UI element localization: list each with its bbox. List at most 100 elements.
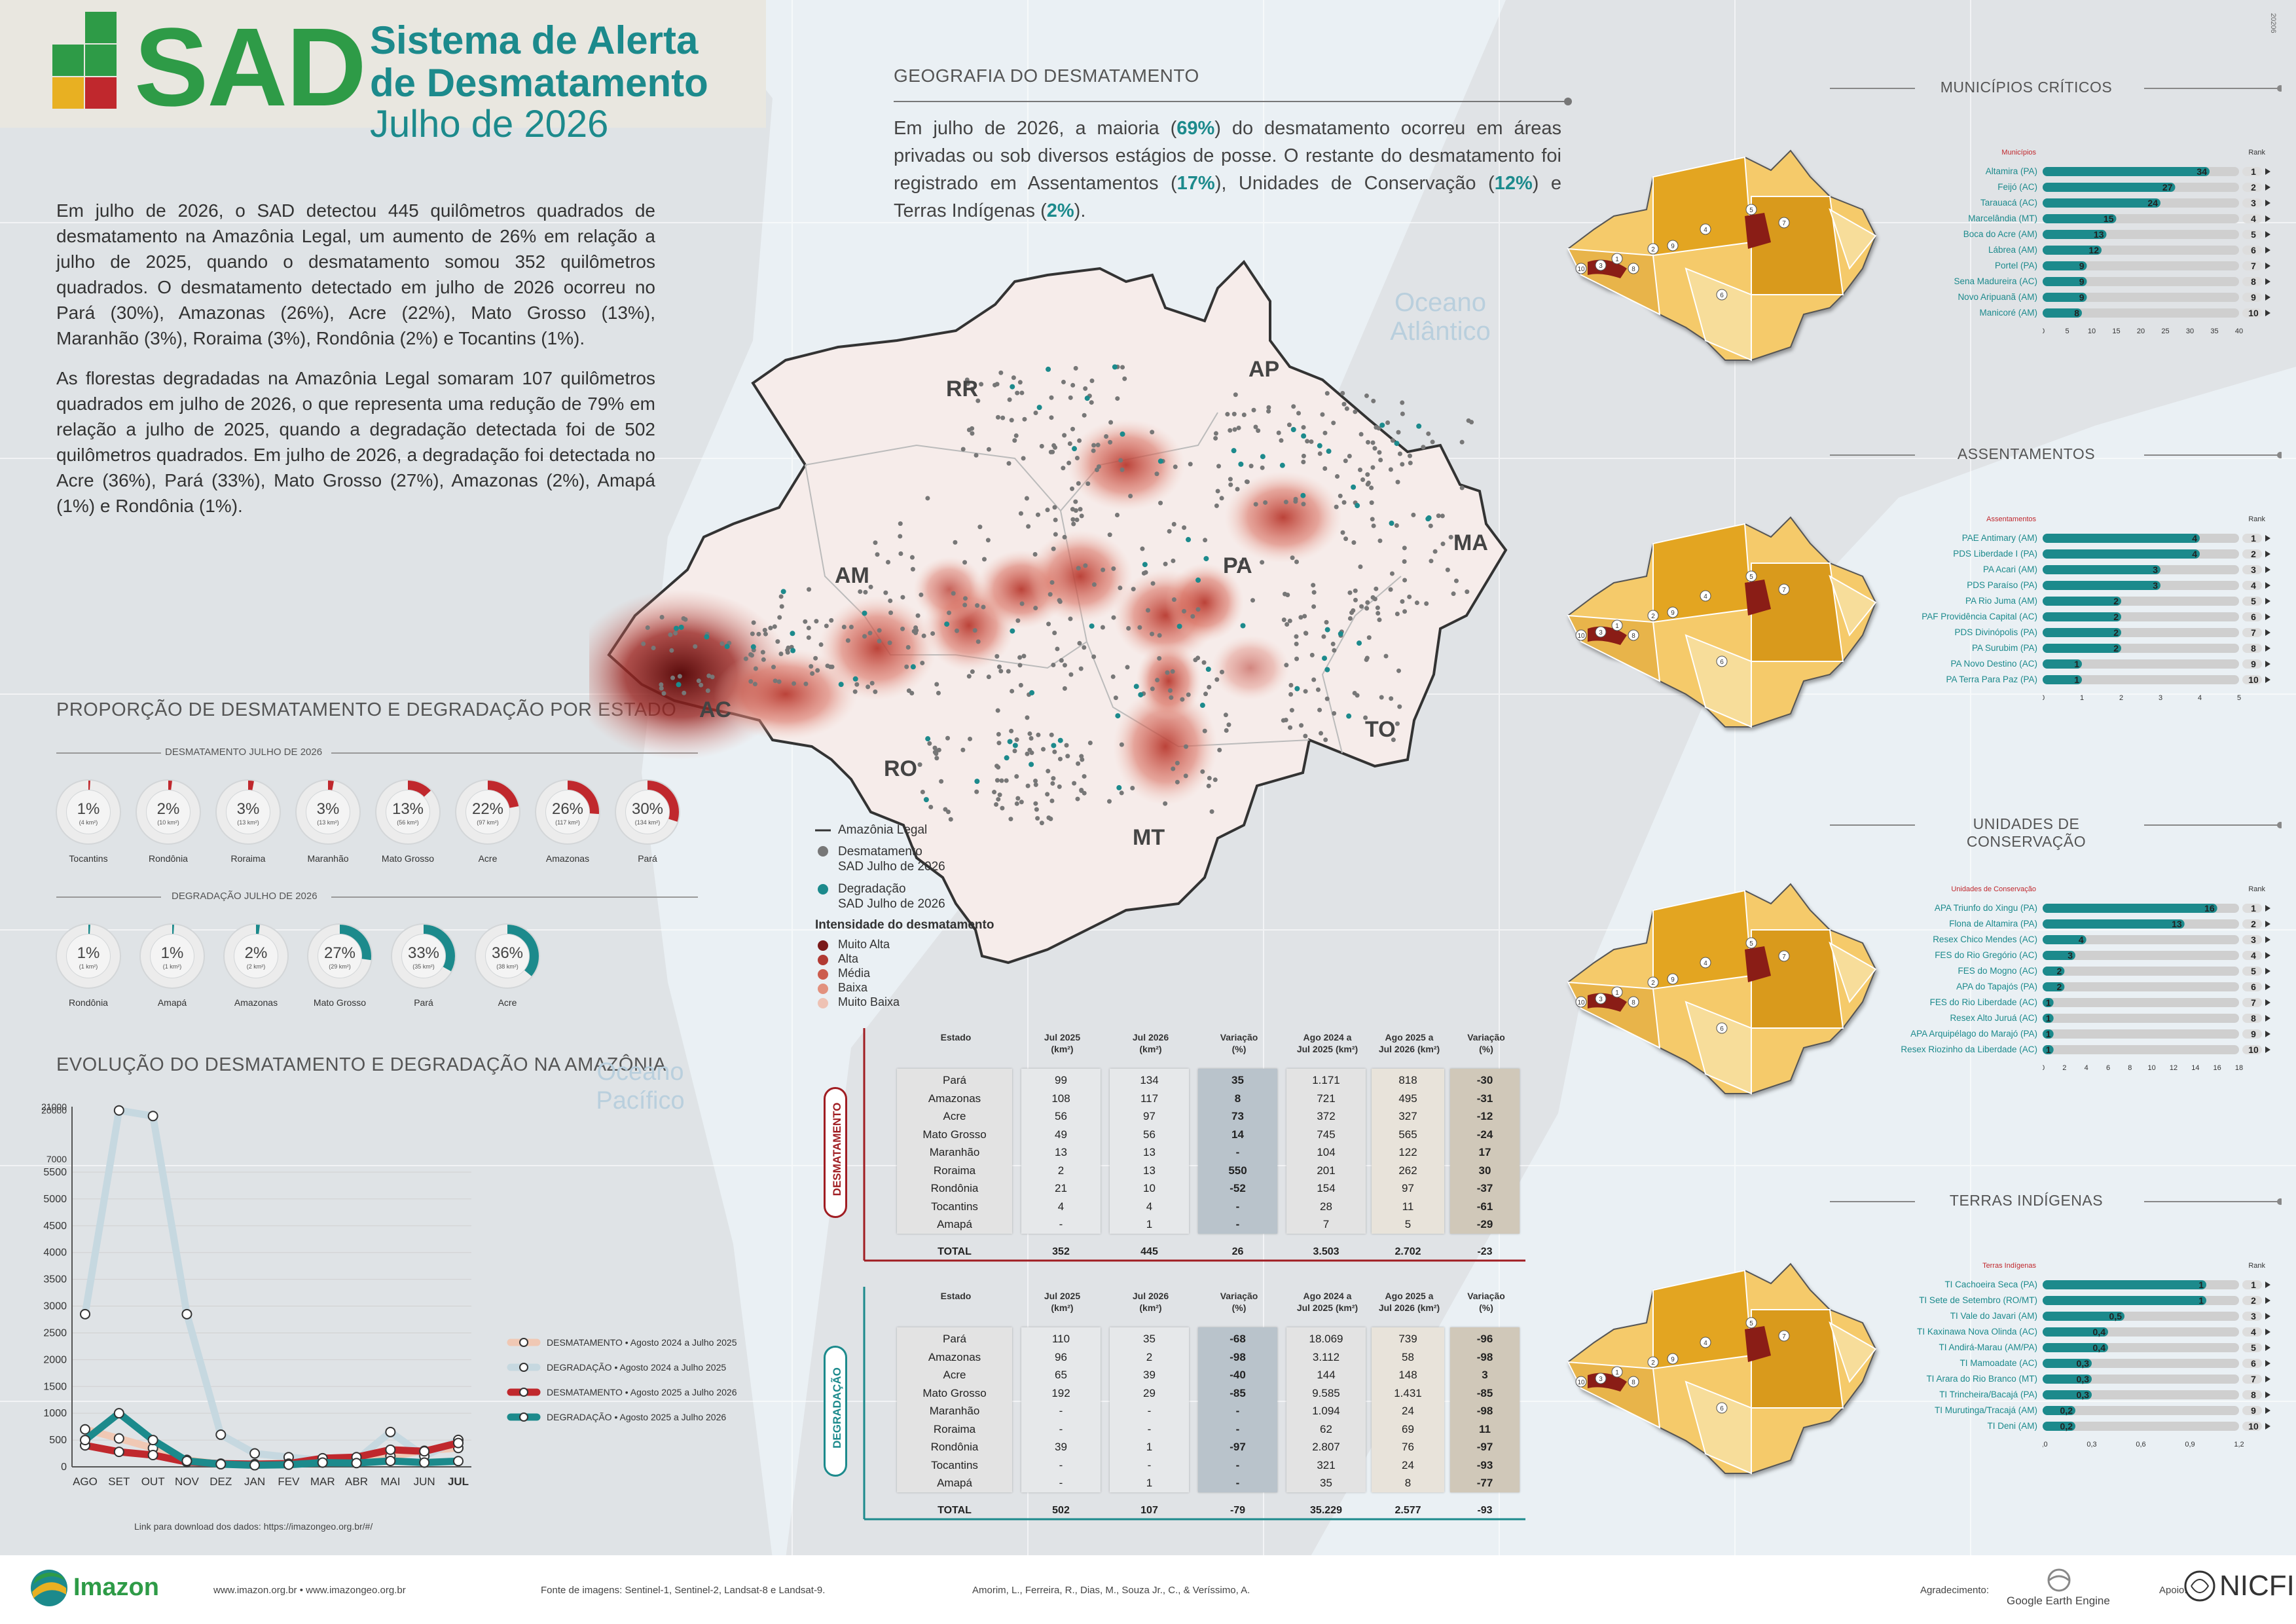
series-point	[385, 1456, 396, 1466]
desm-alert-dot	[1428, 523, 1433, 528]
desm-alert-dot	[1029, 735, 1034, 741]
desm-alert-dot	[1343, 536, 1349, 542]
panel-rank-header: Rank	[2248, 515, 2265, 523]
bar-value	[2043, 982, 2065, 991]
legend-deg-2: SAD Julho de 2026	[838, 897, 945, 911]
state-donut: 1% (4 km²) Tocantins	[52, 776, 124, 874]
desm-alert-dot	[1231, 411, 1237, 416]
desm-alert-dot	[1183, 773, 1188, 779]
bar-value	[2043, 565, 2160, 574]
download-link[interactable]: Link para download dos dados: https://im…	[134, 1521, 373, 1532]
bar-x-tick: 16	[2214, 1064, 2221, 1072]
desm-alert-dot	[1364, 655, 1370, 661]
desm-alert-dot	[1359, 604, 1364, 609]
table-total-cell: 26	[1231, 1246, 1244, 1257]
desm-alert-dot	[1448, 534, 1453, 540]
rank-arrow-icon	[2265, 310, 2270, 316]
desm-alert-dot	[1200, 769, 1205, 774]
x-tick-label: NOV	[175, 1475, 200, 1488]
rank-number: 8	[2251, 276, 2256, 287]
desm-alert-dot	[995, 415, 1000, 420]
desm-alert-dot	[776, 679, 782, 684]
bar-x-tick: 4	[2085, 1064, 2088, 1072]
map-rank-number: 5	[1749, 207, 1753, 214]
table-total-cell: TOTAL	[938, 1504, 972, 1516]
desm-alert-dot	[1340, 391, 1345, 396]
table-cell: -31	[1476, 1092, 1493, 1105]
desm-alert-dot	[1079, 754, 1084, 759]
desm-alert-dot	[1294, 656, 1300, 661]
rank-pill	[2242, 1296, 2262, 1305]
bar-value-label: 0,2	[2060, 1405, 2073, 1416]
footer-sites[interactable]: www.imazon.org.br • www.imazongeo.org.br	[213, 1585, 406, 1596]
desm-alert-dot	[1379, 695, 1384, 700]
map-rank-marker	[1611, 619, 1623, 631]
deg-alert-dot	[1357, 640, 1362, 646]
rank-number: 7	[2251, 997, 2256, 1008]
bar-category-label: PDS Divinópolis (PA)	[1954, 627, 2037, 637]
desm-alert-dot	[670, 675, 676, 680]
desm-alert-dot	[1213, 431, 1218, 436]
donut-center	[466, 790, 509, 834]
desm-alert-dot	[763, 631, 768, 637]
rank-number: 6	[2251, 245, 2256, 255]
rank-pill	[2242, 167, 2262, 176]
bar-value-label: 9	[2079, 292, 2085, 303]
desm-alert-dot	[1402, 545, 1407, 551]
table-header-line2: (%)	[1231, 1044, 1247, 1054]
deg-alert-dot	[852, 676, 858, 682]
bar-category-label: TI Arara do Rio Branco (MT)	[1926, 1374, 2037, 1384]
amazon-map: RR AP AM PA MA AC RO MT TO	[589, 259, 1508, 965]
desm-alert-dot	[975, 639, 981, 644]
bar-value-label: 9	[2079, 261, 2085, 271]
desm-alert-dot	[1323, 737, 1328, 743]
rank-number: 4	[2251, 213, 2256, 224]
desm-alert-dot	[779, 604, 784, 609]
bar-value-label: 1	[2046, 1013, 2051, 1024]
bar-category-label: Resex Chico Mendes (AC)	[1933, 934, 2037, 944]
bar-x-tick: 6	[2106, 1064, 2110, 1072]
table-cell: -98	[1476, 1405, 1493, 1417]
bar-category-label: APA Arquipélago do Marajó (PA)	[1910, 1029, 2037, 1039]
bar-category-label: APA do Tapajós (PA)	[1956, 982, 2037, 991]
desm-alert-dot	[1019, 390, 1025, 396]
footer-nicfi: NICFI	[2219, 1570, 2295, 1602]
deg-alert-dot	[1046, 366, 1051, 372]
bar-track	[2043, 659, 2239, 669]
map-rank-number: 3	[1599, 1376, 1603, 1383]
donut-chart: 36%(38 km²)	[475, 923, 540, 989]
mini-map: 1 2 3 4 5 6 7 8 9 10	[1567, 883, 1877, 1095]
table-header-line1: Ago 2024 a	[1303, 1032, 1352, 1043]
desm-alert-dot	[773, 678, 778, 684]
table-cell: 29	[1143, 1386, 1156, 1399]
table-cell: 10	[1143, 1182, 1156, 1194]
desm-alert-dot	[1301, 425, 1306, 430]
desm-alert-dot	[862, 634, 867, 639]
desm-alert-dot	[1372, 446, 1377, 451]
desm-alert-dot	[705, 688, 710, 693]
table-cell: 69	[1402, 1422, 1414, 1435]
bar-value-label: 2	[2113, 627, 2119, 638]
desm-alert-dot	[1340, 530, 1345, 535]
desm-alert-dot	[1402, 559, 1407, 564]
bar-value-label: 27	[2162, 182, 2173, 193]
desm-alert-dot	[1046, 621, 1051, 627]
bar-category-label: Flona de Altamira (PA)	[1949, 919, 2037, 929]
desm-alert-dot	[1396, 668, 1402, 673]
series-line	[81, 1107, 462, 1464]
rank-arrow-icon	[2265, 582, 2270, 589]
desm-alert-dot	[997, 792, 1002, 798]
desm-alert-dot	[1226, 722, 1231, 728]
desm-alert-dot	[1029, 750, 1034, 756]
rank-number: 10	[2248, 1044, 2259, 1055]
desm-alert-dot	[682, 690, 687, 695]
rank-arrow-icon	[2265, 200, 2270, 206]
desm-alert-dot	[972, 628, 977, 633]
desm-alert-dot	[1366, 635, 1372, 640]
table-cell: -	[1235, 1422, 1240, 1435]
state-donut: 3% (13 km²) Maranhão	[292, 776, 364, 874]
table-cell: 1.094	[1312, 1405, 1340, 1417]
desm-alert-dot	[1091, 654, 1097, 659]
map-rank-marker	[1647, 243, 1659, 255]
desm-alert-dot	[1355, 693, 1360, 698]
